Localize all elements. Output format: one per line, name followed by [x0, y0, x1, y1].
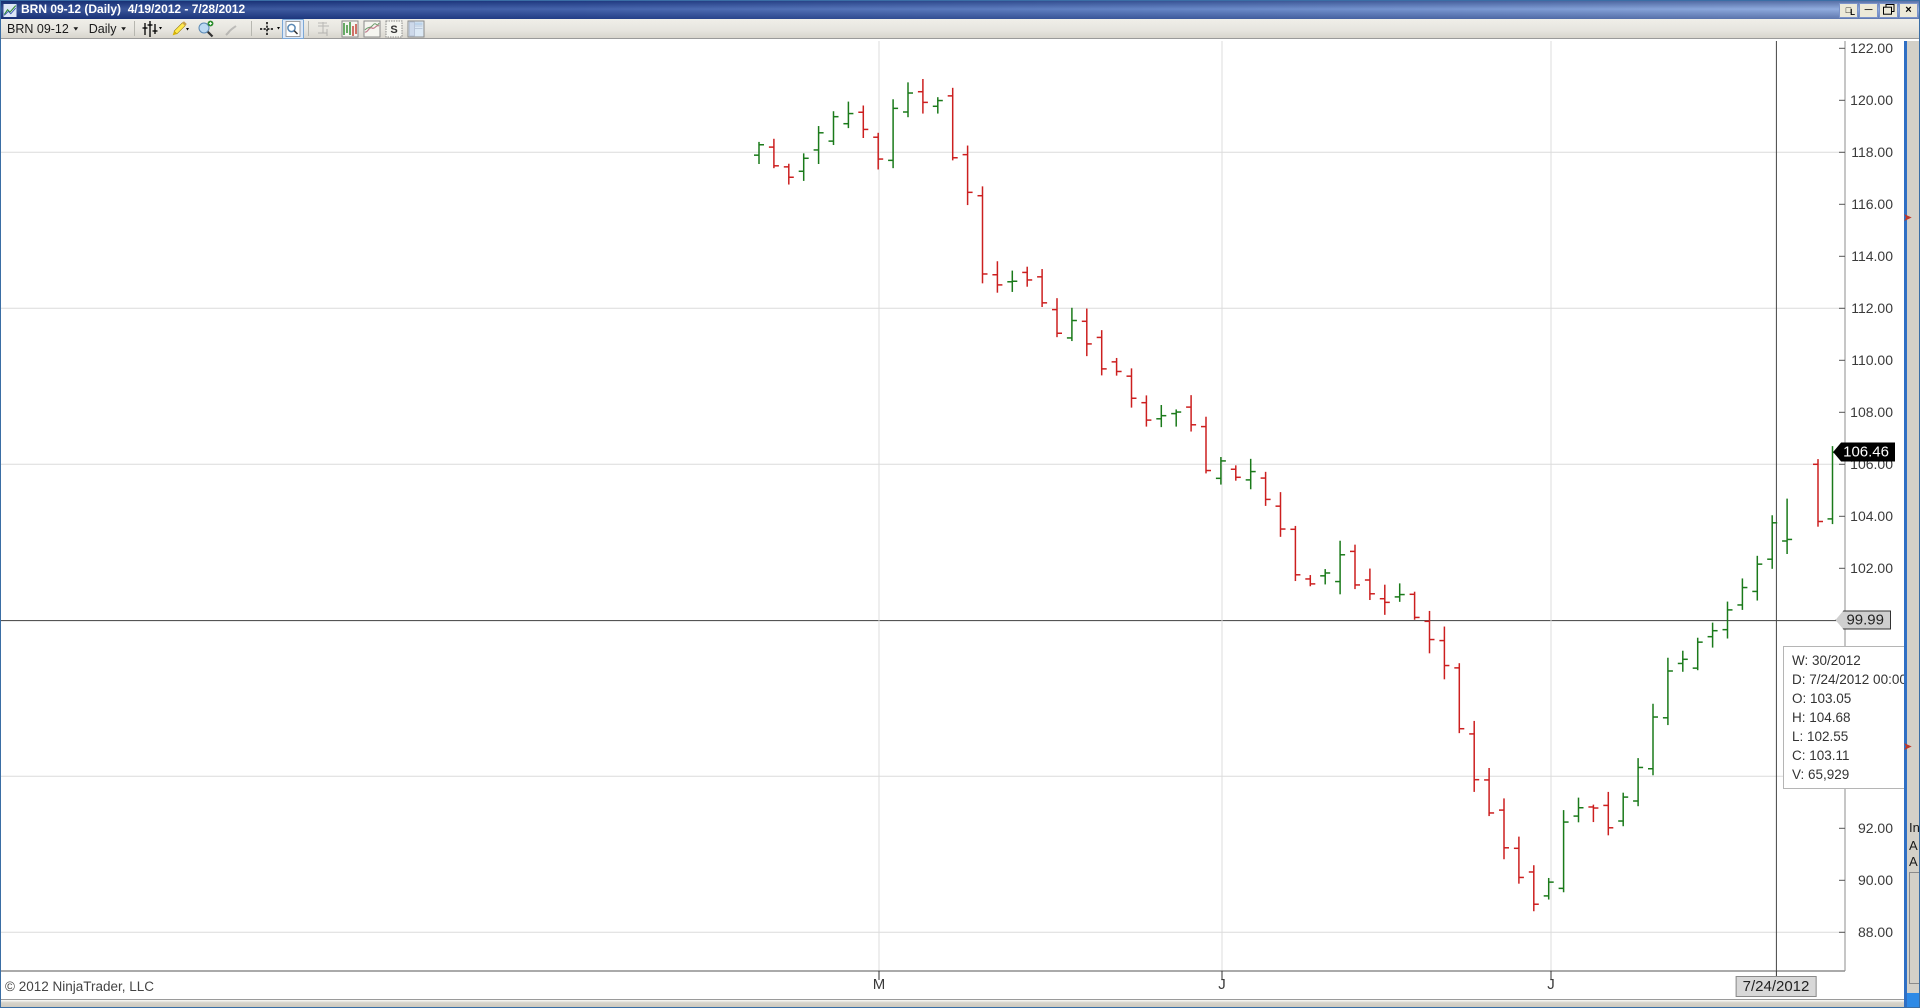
svg-text:S: S	[391, 24, 398, 36]
